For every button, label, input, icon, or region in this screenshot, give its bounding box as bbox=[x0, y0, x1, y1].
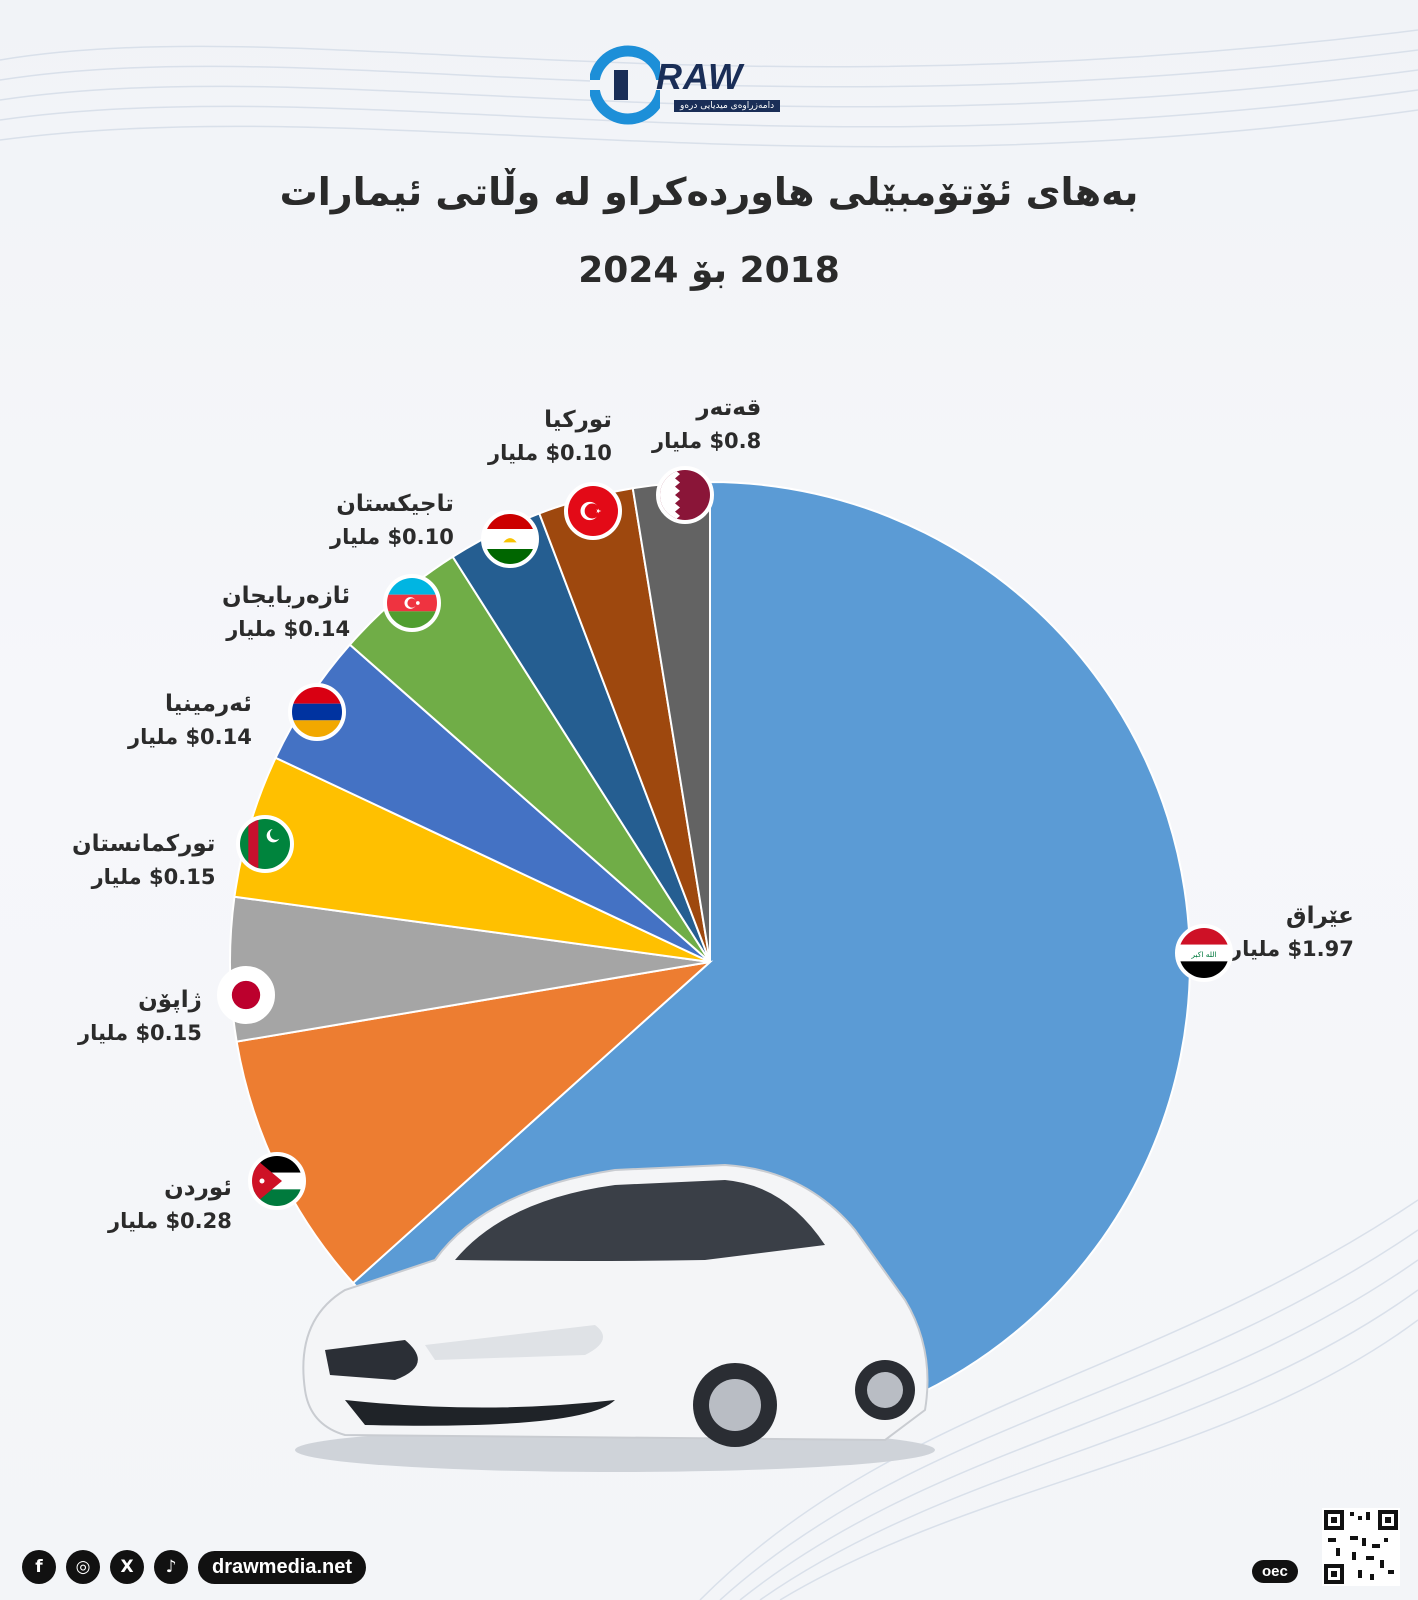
qr-code-icon bbox=[1322, 1508, 1400, 1586]
turkey-flag-icon bbox=[564, 482, 622, 540]
label-armenia: ئەرمینیا $0.14 ملیار bbox=[128, 688, 252, 754]
label-name: ژاپۆن bbox=[138, 987, 202, 1013]
label-name: ئازەربایجان bbox=[222, 583, 351, 609]
label-value: $0.8 ملیار bbox=[652, 429, 762, 453]
facebook-icon[interactable]: f bbox=[22, 1550, 56, 1584]
label-name: عێراق bbox=[1286, 903, 1354, 929]
source-badge: oec bbox=[1252, 1560, 1298, 1583]
draw-logo: RAW دامەزراوەی میدیایی درەو bbox=[588, 40, 830, 136]
label-name: ئەرمینیا bbox=[165, 691, 252, 717]
label-name: تاجیکستان bbox=[336, 491, 454, 517]
azerbaijan-flag-icon bbox=[383, 574, 441, 632]
label-japan: ژاپۆن $0.15 ملیار bbox=[78, 984, 202, 1050]
label-value: $0.10 ملیار bbox=[330, 525, 454, 549]
label-turkey: تورکیا $0.10 ملیار bbox=[488, 404, 612, 470]
label-value: $0.14 ملیار bbox=[128, 725, 252, 749]
label-name: تورکمانستان bbox=[72, 831, 216, 857]
tiktok-icon[interactable]: ♪ bbox=[154, 1550, 188, 1584]
label-turkmenistan: تورکمانستان $0.15 ملیار bbox=[72, 828, 215, 894]
iraq-flag-icon: الله اكبر bbox=[1175, 924, 1233, 982]
instagram-icon[interactable]: ◎ bbox=[66, 1550, 100, 1584]
label-name: ئوردن bbox=[164, 1175, 232, 1201]
qatar-flag-icon bbox=[656, 466, 714, 524]
social-bar: f ◎ X ♪ drawmedia.net bbox=[22, 1550, 367, 1584]
label-value: $0.10 ملیار bbox=[488, 441, 612, 465]
turkmenistan-flag-icon bbox=[236, 815, 294, 873]
label-value: $0.28 ملیار bbox=[108, 1209, 232, 1233]
label-qatar: قەتەر $0.8 ملیار bbox=[652, 392, 761, 458]
label-name: تورکیا bbox=[544, 407, 612, 433]
x-icon[interactable]: X bbox=[110, 1550, 144, 1584]
svg-text:الله اكبر: الله اكبر bbox=[1190, 950, 1216, 959]
label-jordan: ئوردن $0.28 ملیار bbox=[108, 1172, 232, 1238]
label-value: $0.15 ملیار bbox=[78, 1021, 202, 1045]
japan-flag-icon bbox=[217, 966, 275, 1024]
label-value: $0.15 ملیار bbox=[91, 865, 216, 889]
jordan-flag-icon bbox=[248, 1152, 306, 1210]
label-iraq: عێراق $1.97 ملیار bbox=[1230, 900, 1354, 966]
page-subtitle: 2018 بۆ 2024 bbox=[578, 250, 840, 291]
label-value: $0.14 ملیار bbox=[226, 617, 351, 641]
website-link[interactable]: drawmedia.net bbox=[198, 1550, 367, 1584]
tajikistan-flag-icon bbox=[481, 510, 539, 568]
label-tajikistan: تاجیکستان $0.10 ملیار bbox=[330, 488, 454, 554]
draw-logo-text: RAW bbox=[656, 56, 743, 97]
label-azerbaijan: ئازەربایجان $0.14 ملیار bbox=[222, 580, 350, 646]
label-name: قەتەر bbox=[696, 395, 762, 421]
label-value: $1.97 ملیار bbox=[1230, 937, 1354, 961]
page-title: بەهای ئۆتۆمبێلی هاوردەکراو لە وڵاتی ئیما… bbox=[279, 170, 1139, 214]
car-illustration bbox=[295, 1163, 935, 1472]
draw-logo-subtitle: دامەزراوەی میدیایی درەو bbox=[674, 100, 781, 112]
armenia-flag-icon bbox=[288, 683, 346, 741]
